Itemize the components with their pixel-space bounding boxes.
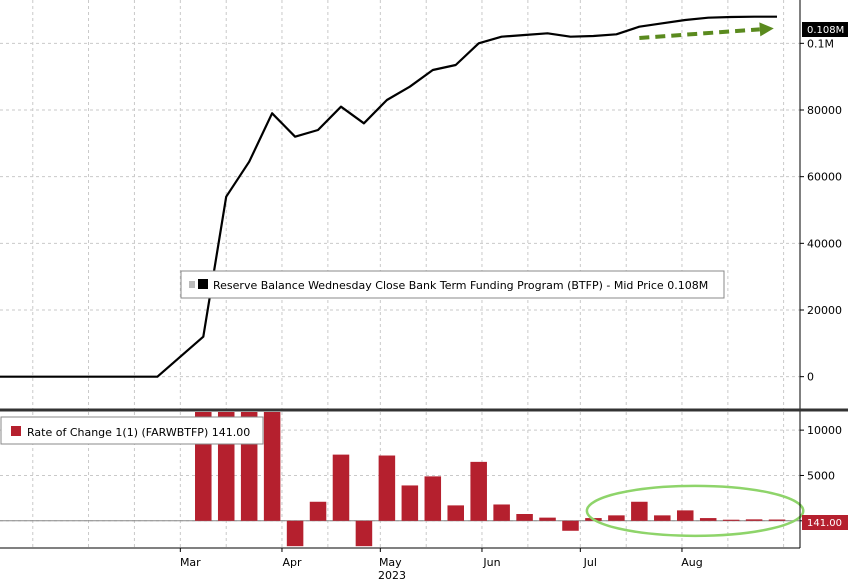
y-tick-label: 80000 — [807, 104, 842, 117]
y-tick-label: 40000 — [807, 237, 842, 250]
upper-legend-swatch-grey — [189, 281, 195, 288]
lower-value-tag — [802, 515, 848, 530]
rate-of-change-bar — [654, 515, 671, 521]
lower-legend-box — [0, 416, 264, 445]
value-tags: 0.108M 141.00 — [802, 22, 848, 530]
rate-of-change-bar — [768, 519, 786, 521]
x-tick-label: Jul — [583, 556, 597, 569]
rate-of-change-bar — [516, 514, 533, 521]
lower-legend-swatch — [11, 426, 21, 436]
y-tick-label: 5000 — [807, 469, 835, 482]
x-tick-label: May — [379, 556, 402, 569]
x-tick-label: Jun — [482, 556, 500, 569]
rate-of-change-bar — [470, 461, 487, 521]
trend-arrow-shaft — [639, 27, 760, 40]
rate-of-change-bar — [309, 501, 327, 521]
rate-of-change-bar — [447, 505, 464, 521]
x-year-label: 2023 — [378, 569, 406, 581]
rate-of-change-bar — [745, 519, 763, 521]
rate-of-change-bar — [493, 504, 510, 521]
rate-of-change-bar — [608, 515, 625, 521]
y-tick-label: 20000 — [807, 304, 842, 317]
btfp-line-layer — [0, 15, 777, 378]
rate-of-change-bar — [631, 501, 648, 521]
rate-of-change-bar — [424, 476, 442, 521]
rate-of-change-bar — [332, 454, 350, 521]
rate-of-change-bar — [699, 518, 717, 521]
btfp-series-line — [0, 15, 777, 378]
y-tick-label: 0 — [807, 371, 814, 384]
upper-value-tag — [802, 22, 848, 37]
x-tick-label: Aug — [681, 556, 702, 569]
rate-of-change-bar — [401, 485, 419, 521]
lower-legend-text: Rate of Change 1(1) (FARWBTFP) 141.00 — [27, 426, 250, 439]
lower-legend: Rate of Change 1(1) (FARWBTFP) 141.00 — [0, 416, 264, 445]
upper-legend: Reserve Balance Wednesday Close Bank Ter… — [180, 270, 725, 299]
upper-value-tag-text: 0.108M — [807, 25, 844, 36]
y-tick-label: 60000 — [807, 171, 842, 184]
x-tick-label: Apr — [282, 556, 302, 569]
rate-of-change-bar — [355, 520, 373, 547]
rate-of-change-bar — [562, 520, 579, 531]
rate-of-change-bar — [539, 517, 556, 521]
trend-arrow-head — [759, 22, 774, 37]
upper-legend-text: Reserve Balance Wednesday Close Bank Ter… — [213, 279, 708, 292]
y-tick-label: 10000 — [807, 424, 842, 437]
rate-of-change-bar — [378, 455, 396, 521]
highlight-ellipse — [585, 484, 805, 538]
rate-of-change-bar — [722, 519, 740, 521]
rate-of-change-bar — [676, 510, 694, 521]
rate-of-change-bar — [263, 412, 281, 521]
x-tick-label: Mar — [180, 556, 201, 569]
lower-value-tag-text: 141.00 — [807, 518, 842, 529]
upper-legend-swatch-black — [198, 279, 208, 289]
rate-of-change-bar — [286, 520, 304, 547]
annotations — [585, 22, 805, 538]
y-tick-label: 0.1M — [807, 37, 834, 50]
upper-legend-box — [180, 270, 725, 299]
